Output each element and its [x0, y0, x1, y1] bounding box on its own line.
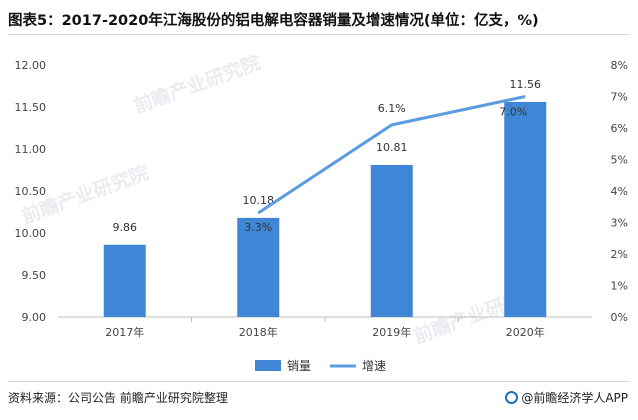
right-axis-tick-label: 8%: [611, 59, 628, 72]
legend-label: 销量: [287, 359, 311, 373]
left-axis-tick-label: 10.00: [15, 227, 47, 240]
right-axis-tick-label: 2%: [611, 248, 628, 261]
left-axis-tick-label: 11.00: [15, 143, 47, 156]
right-axis-tick-label: 1%: [611, 280, 628, 293]
line-data-label: 7.0%: [499, 106, 527, 119]
bar-data-label: 10.18: [243, 194, 275, 207]
left-axis-tick-label: 9.50: [22, 269, 47, 282]
bar-销量: [103, 244, 146, 317]
brand-credit-text: @前瞻经济学人APP: [521, 391, 628, 405]
right-axis-tick-label: 7%: [611, 91, 628, 104]
line-增速: [257, 95, 526, 215]
left-axis-tick-label: 11.50: [15, 101, 47, 114]
right-axis-tick-label: 5%: [611, 154, 628, 167]
right-axis-tick-label: 3%: [611, 217, 628, 230]
brand-credit: @前瞻经济学人APP: [505, 389, 628, 406]
x-axis-tick-label: 2017年: [105, 325, 144, 339]
left-axis-tick-label: 10.50: [15, 185, 47, 198]
bar-data-label: 11.56: [510, 78, 542, 91]
right-axis-tick-label: 0%: [611, 311, 628, 324]
legend-label: 增速: [362, 359, 386, 373]
x-axis-tick-label: 2019年: [372, 325, 411, 339]
left-axis-tick-label: 12.00: [15, 59, 47, 72]
left-axis-tick-label: 9.00: [22, 311, 47, 324]
bar-销量: [237, 217, 280, 317]
bar-销量: [370, 164, 413, 317]
line-data-label: 3.3%: [244, 221, 272, 234]
x-axis-tick-label: 2020年: [506, 325, 545, 339]
chart-title: 图表5：2017-2020年江海股份的铝电解电容器销量及增速情况(单位：亿支，%…: [8, 13, 539, 29]
x-axis-tick-label: 2018年: [239, 325, 278, 339]
brand-logo-icon: [505, 391, 519, 404]
bar-销量: [504, 101, 547, 318]
right-axis-tick-label: 4%: [611, 185, 628, 198]
source-note: 资料来源：公司公告 前瞻产业研究院整理: [8, 391, 228, 405]
bar-data-label: 9.86: [113, 221, 138, 234]
title-divider: [8, 34, 630, 35]
line-data-label: 6.1%: [378, 102, 406, 115]
legend-swatch-bar: [255, 360, 281, 371]
chart-canvas: 9.00 9.50 10.00 10.50 11.00 11.50 12.00 0% 1% 2% 3…: [15, 59, 629, 373]
right-axis-tick-label: 6%: [611, 122, 628, 135]
bar-data-label: 10.81: [376, 141, 408, 154]
footer-divider: [8, 381, 630, 382]
